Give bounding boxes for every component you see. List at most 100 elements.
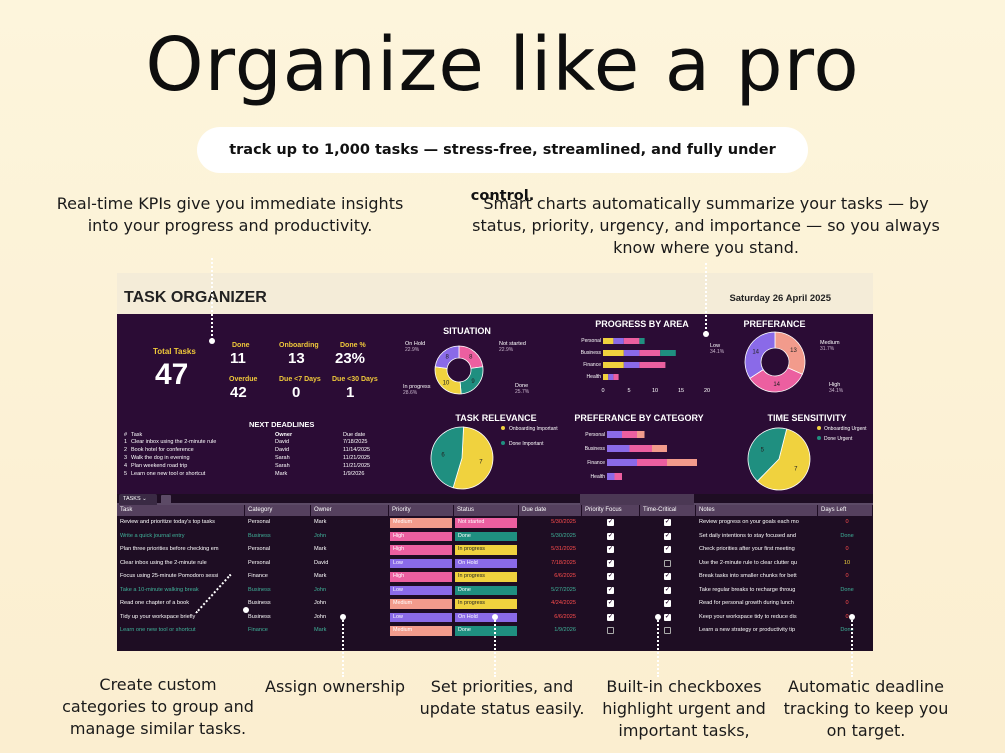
days-left-cell[interactable]: 10 [843, 559, 851, 566]
category-cell[interactable]: Business [248, 600, 271, 606]
owner-cell[interactable]: Mark [314, 627, 327, 633]
priority-focus-checkbox[interactable]: ✓ [607, 546, 614, 553]
days-left-cell[interactable]: 0 [845, 613, 849, 620]
owner-cell[interactable]: John [314, 532, 327, 539]
due-date-cell[interactable]: 6/6/2025 [554, 573, 576, 579]
days-left-cell[interactable]: 0 [845, 600, 849, 606]
column-header-tc[interactable]: Time-Critical [640, 505, 695, 516]
notes-cell[interactable]: Read for personal growth during lunch [699, 600, 794, 606]
notes-cell[interactable]: Take regular breaks to recharge throug [699, 586, 796, 593]
column-header-cat[interactable]: Category [245, 505, 310, 516]
priority-dropdown[interactable]: Low [390, 558, 452, 568]
notes-cell[interactable]: Set daily intentions to stay focused and [699, 532, 797, 539]
status-dropdown[interactable]: On Hold [455, 558, 517, 568]
priority-dropdown[interactable]: High [390, 545, 452, 555]
owner-cell[interactable]: Mark [314, 573, 327, 579]
days-left-cell[interactable]: Done [840, 532, 854, 539]
days-left-cell[interactable]: Done [840, 627, 854, 633]
column-header-pf[interactable]: Priority Focus [582, 505, 639, 516]
column-header-owner[interactable]: Owner [311, 505, 388, 516]
priority-dropdown[interactable]: Medium [390, 626, 452, 636]
priority-focus-checkbox[interactable] [607, 627, 614, 634]
due-date-cell[interactable]: 1/9/2026 [554, 627, 576, 633]
notes-cell[interactable]: Learn a new strategy or productivity tip [699, 627, 796, 633]
priority-focus-checkbox[interactable]: ✓ [607, 586, 614, 594]
time-critical-checkbox[interactable] [664, 559, 671, 567]
task-cell[interactable]: Take a 10-minute walking break [120, 586, 199, 593]
priority-dropdown[interactable]: Medium [390, 599, 452, 609]
due-date-cell[interactable]: 5/30/2025 [551, 532, 576, 539]
priority-dropdown[interactable]: Low [390, 585, 452, 595]
priority-focus-checkbox[interactable]: ✓ [607, 613, 614, 621]
column-header-days[interactable]: Days Left [818, 505, 872, 516]
due-date-cell[interactable]: 6/6/2025 [554, 613, 576, 620]
category-cell[interactable]: Business [248, 586, 271, 593]
priority-dropdown[interactable]: High [390, 572, 452, 582]
time-critical-checkbox[interactable]: ✓ [664, 546, 671, 553]
due-date-cell[interactable]: 5/31/2025 [551, 546, 576, 552]
column-header-pri[interactable]: Priority [389, 505, 453, 516]
task-cell[interactable]: Tidy up your workspace briefly [120, 613, 196, 620]
status-dropdown[interactable]: Done [455, 626, 517, 636]
due-date-cell[interactable]: 4/24/2025 [551, 600, 576, 606]
task-cell[interactable]: Focus using 25-minute Pomodoro sessi [120, 573, 219, 579]
priority-focus-checkbox[interactable]: ✓ [607, 559, 614, 567]
due-date-cell[interactable]: 5/27/2025 [551, 586, 576, 593]
notes-cell[interactable]: Check priorities after your first meetin… [699, 546, 795, 552]
category-cell[interactable]: Finance [248, 573, 268, 579]
days-left-cell[interactable]: 0 [845, 519, 849, 525]
priority-focus-checkbox[interactable]: ✓ [607, 573, 614, 580]
time-critical-checkbox[interactable] [664, 627, 671, 634]
owner-cell[interactable]: John [314, 613, 327, 620]
category-cell[interactable]: Finance [248, 627, 268, 633]
notes-cell[interactable]: Keep your workspace tidy to reduce dis [699, 613, 797, 620]
time-critical-checkbox[interactable]: ✓ [664, 532, 671, 540]
owner-cell[interactable]: John [314, 600, 327, 606]
priority-focus-checkbox[interactable]: ✓ [607, 519, 614, 526]
category-cell[interactable]: Personal [248, 519, 271, 525]
status-dropdown[interactable]: On Hold [455, 612, 517, 622]
priority-dropdown[interactable]: Medium [390, 518, 452, 528]
column-header-notes[interactable]: Notes [696, 505, 817, 516]
time-critical-checkbox[interactable]: ✓ [664, 586, 671, 594]
priority-focus-checkbox[interactable]: ✓ [607, 600, 614, 607]
priority-dropdown[interactable]: High [390, 531, 452, 541]
owner-cell[interactable]: John [314, 586, 327, 593]
status-dropdown[interactable]: In progress [455, 572, 517, 582]
column-header-status[interactable]: Status [454, 505, 518, 516]
status-dropdown[interactable]: Not started [455, 518, 517, 528]
category-cell[interactable]: Personal [248, 546, 271, 552]
task-cell[interactable]: Clear inbox using the 2-minute rule [120, 559, 207, 566]
column-header-due[interactable]: Due date [519, 505, 581, 516]
owner-cell[interactable]: Mark [314, 519, 327, 525]
notes-cell[interactable]: Use the 2-minute rule to clear clutter q… [699, 559, 797, 566]
task-cell[interactable]: Plan three priorities before checking em [120, 546, 219, 552]
category-cell[interactable]: Business [248, 613, 271, 620]
priority-dropdown[interactable]: Low [390, 612, 452, 622]
time-critical-checkbox[interactable]: ✓ [664, 573, 671, 580]
owner-cell[interactable]: Mark [314, 546, 327, 552]
status-dropdown[interactable]: In progress [455, 545, 517, 555]
task-cell[interactable]: Review and prioritize today's top tasks [120, 519, 215, 525]
time-critical-checkbox[interactable]: ✓ [664, 613, 671, 621]
notes-cell[interactable]: Break tasks into smaller chunks for bett [699, 573, 797, 579]
task-cell[interactable]: Learn one new tool or shortcut [120, 627, 196, 633]
tab-add-icon[interactable] [161, 495, 171, 504]
time-critical-checkbox[interactable]: ✓ [664, 600, 671, 607]
status-dropdown[interactable]: Done [455, 585, 517, 595]
task-cell[interactable]: Write a quick journal entry [120, 532, 185, 539]
owner-cell[interactable]: David [314, 559, 329, 566]
due-date-cell[interactable]: 5/30/2025 [551, 519, 576, 525]
status-dropdown[interactable]: Done [455, 531, 517, 541]
task-cell[interactable]: Read one chapter of a book [120, 600, 190, 606]
category-cell[interactable]: Business [248, 532, 271, 539]
time-critical-checkbox[interactable]: ✓ [664, 519, 671, 526]
days-left-cell[interactable]: 0 [845, 546, 849, 552]
category-cell[interactable]: Personal [248, 559, 271, 566]
days-left-cell[interactable]: Done [840, 586, 854, 593]
priority-focus-checkbox[interactable]: ✓ [607, 532, 614, 540]
due-date-cell[interactable]: 7/18/2025 [551, 559, 576, 566]
notes-cell[interactable]: Review progress on your goals each mo [699, 519, 799, 525]
days-left-cell[interactable]: 0 [845, 573, 849, 579]
column-header-task[interactable]: Task [117, 505, 244, 516]
